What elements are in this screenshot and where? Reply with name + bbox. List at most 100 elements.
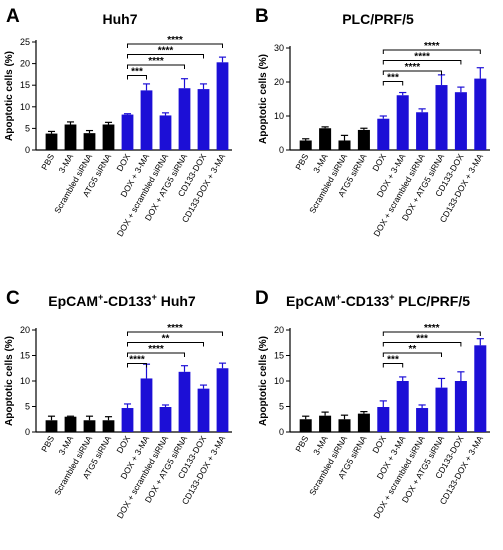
title-part: EpCAM bbox=[286, 293, 336, 309]
category-label: 3-MA bbox=[311, 434, 330, 457]
bar bbox=[159, 407, 172, 432]
significance-label: *** bbox=[387, 355, 399, 366]
bar bbox=[64, 124, 77, 150]
significance-label: **** bbox=[158, 46, 174, 57]
chart-panel-a: A Huh7 0 5 10 15 20 25 Apoptotic cells (%) PBS 3-M… bbox=[4, 6, 232, 238]
panel-title: PLC/PRF/5 bbox=[342, 11, 414, 27]
y-tick-label: 20 bbox=[274, 77, 284, 87]
panel-title: EpCAM+-CD133+ Huh7 bbox=[48, 292, 196, 309]
title-sup: + bbox=[336, 292, 341, 302]
significance-label: **** bbox=[148, 344, 164, 355]
bar bbox=[299, 140, 312, 150]
category-label: DOX bbox=[370, 434, 388, 455]
bar bbox=[102, 124, 115, 150]
bar bbox=[454, 92, 467, 150]
y-tick-label: 15 bbox=[20, 351, 30, 361]
bar bbox=[338, 419, 351, 432]
significance-bracket bbox=[382, 363, 404, 368]
y-axis-label: Apoptotic cells (%) bbox=[4, 51, 15, 141]
category-label: PBS bbox=[293, 152, 310, 172]
y-tick-label: 25 bbox=[20, 37, 30, 47]
significance-label: **** bbox=[424, 323, 440, 334]
panel-letter: D bbox=[255, 288, 269, 309]
bar bbox=[102, 420, 115, 432]
bar bbox=[197, 89, 210, 150]
significance-bracket bbox=[382, 81, 404, 86]
bar bbox=[416, 408, 429, 432]
significance-label: **** bbox=[129, 355, 145, 366]
bar bbox=[435, 387, 448, 432]
title-mid: -CD133 bbox=[103, 293, 151, 309]
chart-panel-b: B PLC/PRF/5 0 10 20 30 Apoptotic cells (%) PBS 3… bbox=[255, 6, 490, 238]
bar bbox=[396, 95, 409, 150]
bar bbox=[377, 407, 390, 432]
y-tick-label: 15 bbox=[274, 351, 284, 361]
significance-bracket bbox=[382, 352, 442, 357]
y-tick-label: 5 bbox=[279, 402, 284, 412]
y-axis-label: Apoptotic cells (%) bbox=[4, 336, 15, 426]
panel-letter: B bbox=[255, 6, 269, 27]
bar bbox=[435, 85, 448, 150]
significance-bracket bbox=[382, 342, 462, 347]
y-tick-label: 30 bbox=[274, 43, 284, 53]
y-axis-label: Apoptotic cells (%) bbox=[258, 336, 269, 426]
category-label: PBS bbox=[39, 434, 56, 454]
significance-bracket bbox=[382, 49, 481, 54]
significance-bracket bbox=[127, 75, 147, 80]
significance-label: **** bbox=[167, 323, 183, 334]
bar bbox=[45, 133, 58, 150]
significance-label: *** bbox=[416, 334, 428, 345]
category-label: 3-MA bbox=[56, 152, 75, 175]
bar bbox=[357, 129, 370, 150]
bar bbox=[178, 88, 191, 150]
bar bbox=[416, 112, 429, 150]
bar bbox=[159, 115, 172, 150]
title-sup: + bbox=[152, 292, 157, 302]
panel-letter: A bbox=[6, 6, 20, 27]
significance-bracket bbox=[127, 54, 204, 59]
bar bbox=[216, 368, 229, 432]
bar bbox=[45, 420, 58, 432]
title-part: Huh7 bbox=[103, 11, 138, 27]
y-tick-label: 10 bbox=[20, 102, 30, 112]
title-part: PLC/PRF/5 bbox=[342, 11, 414, 27]
y-tick-label: 0 bbox=[25, 427, 30, 437]
bar bbox=[121, 408, 134, 432]
y-tick-label: 10 bbox=[274, 376, 284, 386]
significance-label: **** bbox=[148, 56, 164, 67]
y-tick-label: 0 bbox=[25, 145, 30, 155]
significance-bracket bbox=[127, 64, 185, 69]
panel-title: EpCAM+-CD133+ PLC/PRF/5 bbox=[286, 292, 470, 309]
title-sup: + bbox=[389, 292, 394, 302]
significance-bracket bbox=[127, 331, 223, 336]
category-label: 3-MA bbox=[56, 434, 75, 457]
category-label: PBS bbox=[39, 152, 56, 172]
significance-bracket bbox=[382, 70, 442, 75]
bar bbox=[319, 128, 332, 150]
chart-panel-d: D EpCAM+-CD133+ PLC/PRF/505101520Apoptoti… bbox=[255, 288, 490, 520]
significance-label: *** bbox=[131, 67, 143, 78]
significance-bracket bbox=[127, 43, 223, 48]
y-tick-label: 20 bbox=[20, 325, 30, 335]
category-label: 3-MA bbox=[311, 152, 330, 175]
y-tick-label: 0 bbox=[279, 427, 284, 437]
bar bbox=[140, 90, 153, 150]
significance-label: ** bbox=[409, 344, 417, 355]
title-end: Huh7 bbox=[157, 293, 196, 309]
bar bbox=[319, 415, 332, 432]
y-tick-label: 20 bbox=[20, 59, 30, 69]
title-part: EpCAM bbox=[48, 293, 98, 309]
bar bbox=[216, 62, 229, 150]
y-tick-label: 10 bbox=[274, 111, 284, 121]
bar bbox=[474, 345, 487, 432]
bar bbox=[83, 420, 96, 432]
y-tick-label: 5 bbox=[25, 123, 30, 133]
category-label: DOX bbox=[114, 434, 132, 455]
significance-bracket bbox=[127, 342, 204, 347]
title-end: PLC/PRF/5 bbox=[395, 293, 471, 309]
bar bbox=[454, 381, 467, 432]
title-mid: -CD133 bbox=[341, 293, 389, 309]
category-label: DOX bbox=[370, 152, 388, 173]
y-tick-label: 15 bbox=[20, 80, 30, 90]
bar bbox=[178, 371, 191, 432]
